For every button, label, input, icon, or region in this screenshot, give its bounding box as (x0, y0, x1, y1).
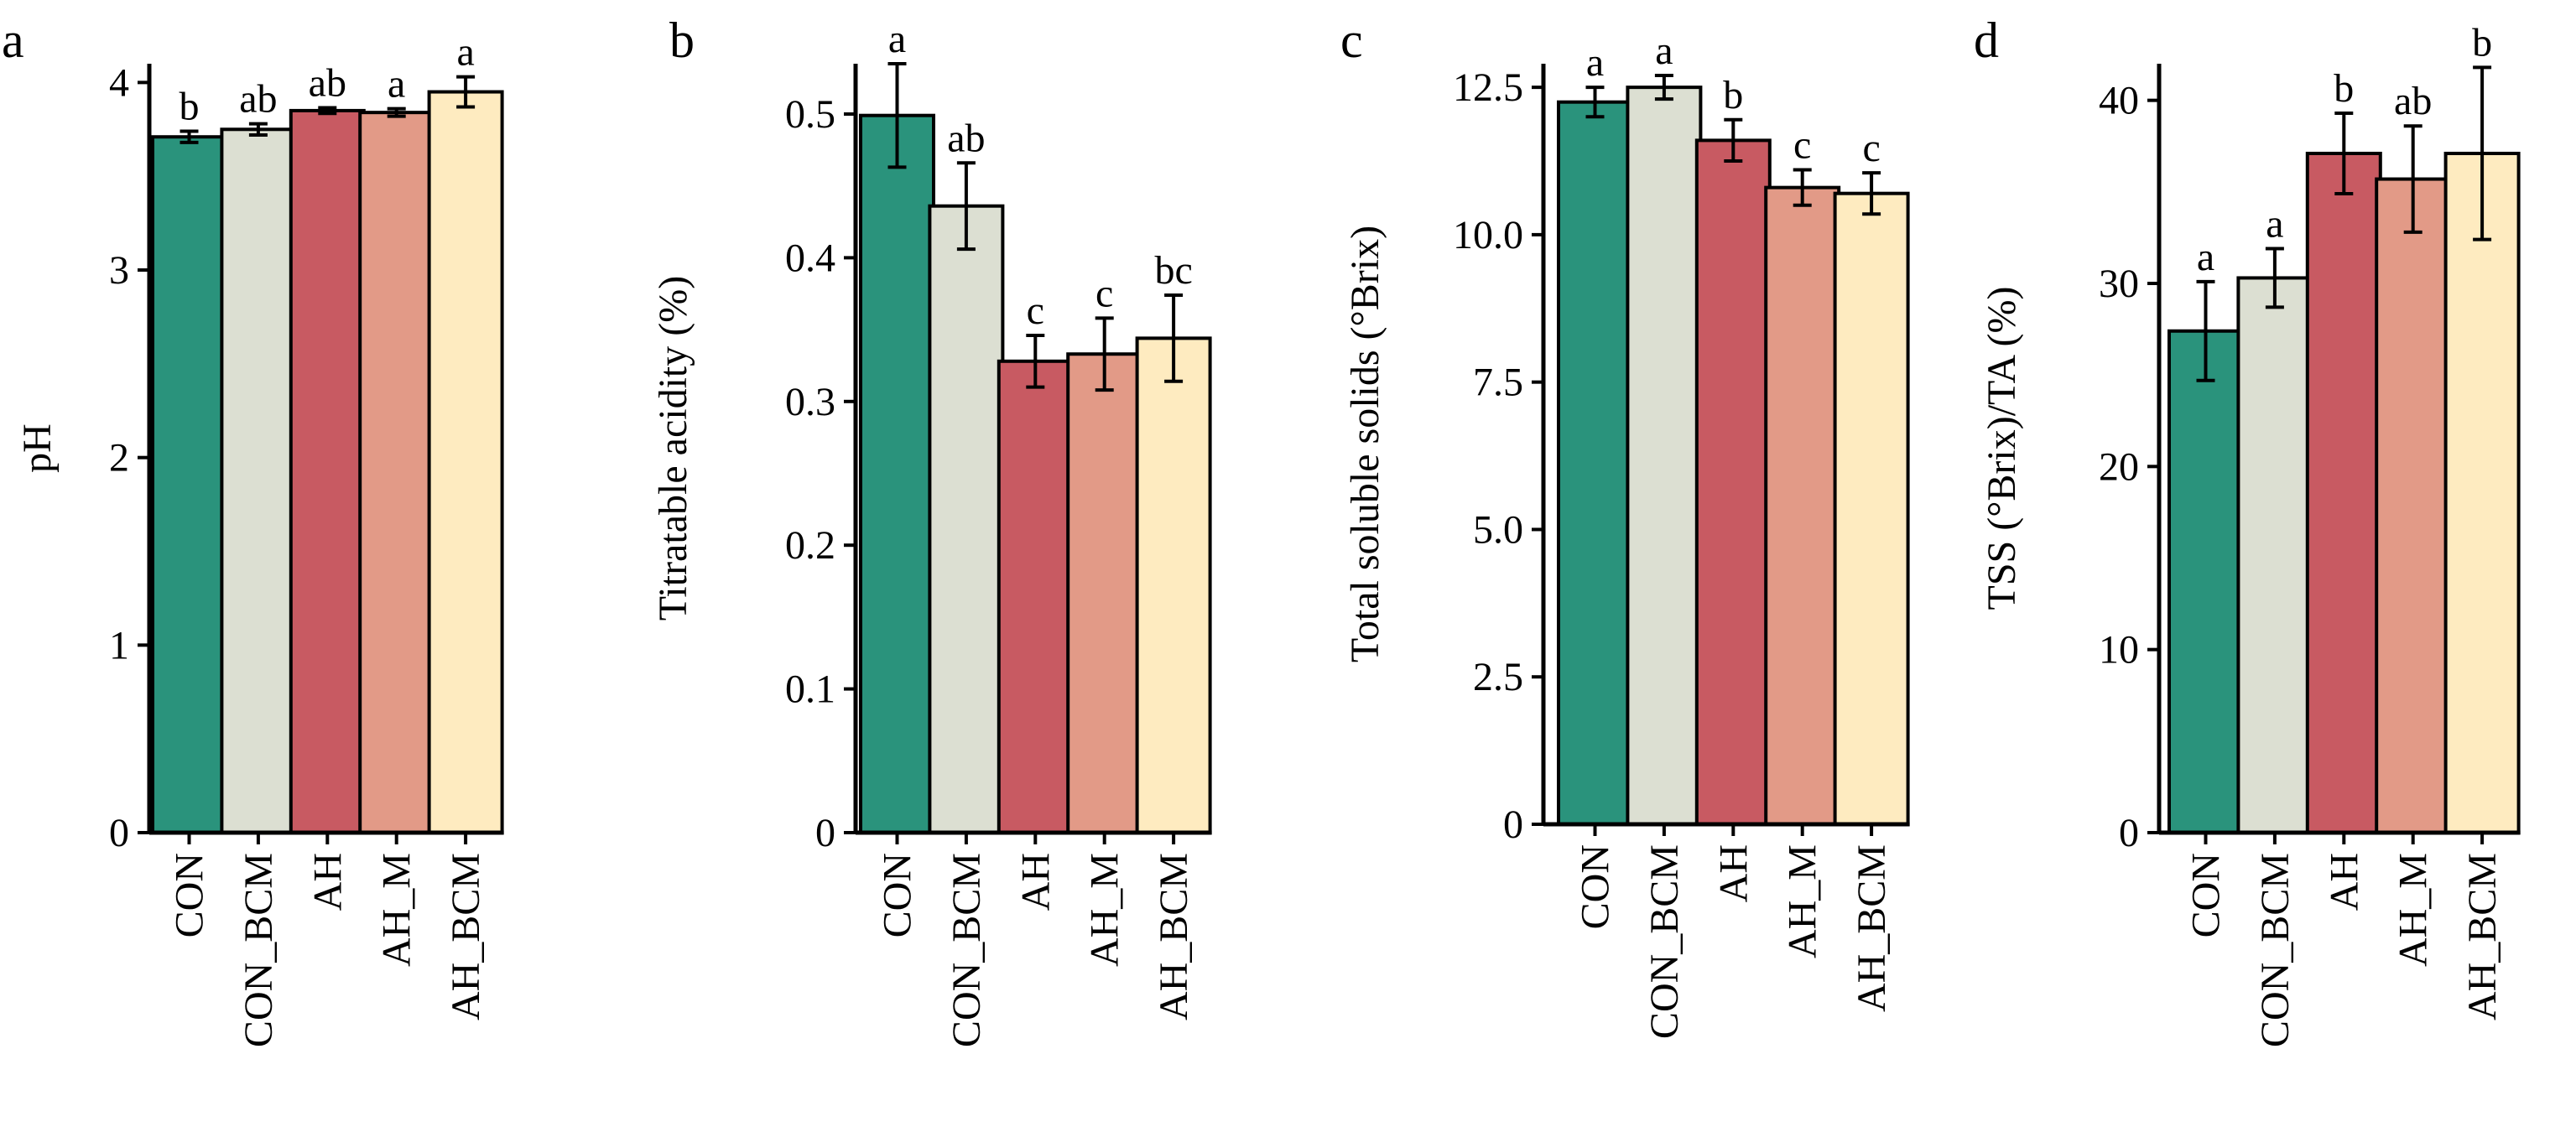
category-label: AH_BCM (1152, 853, 1196, 1020)
y-tick-label: 0 (109, 811, 129, 855)
category-label: AH_BCM (444, 853, 488, 1020)
y-tick-label: 0 (2119, 811, 2139, 855)
y-tick-label: 10 (2099, 628, 2139, 672)
panel-letter: c (1340, 13, 1363, 68)
significance-label: bc (1154, 248, 1192, 293)
category-label: AH (1711, 844, 1756, 902)
category-label: AH (305, 853, 350, 911)
bar-ah-bcm (1135, 336, 1212, 834)
y-tick-label: 5.0 (1473, 507, 1523, 552)
significance-label: ab (309, 61, 346, 106)
y-axis-title: Total soluble solids (°Brix) (1343, 226, 1387, 662)
significance-label: b (1723, 73, 1743, 117)
panel-letter: b (669, 13, 695, 68)
significance-label: a (888, 17, 906, 61)
y-tick-label: 2.5 (1473, 655, 1523, 699)
y-axis-title: TSS (°Brix)/TA (%) (1980, 287, 2024, 610)
y-tick-label: 0.1 (785, 667, 835, 712)
significance-label: a (1655, 29, 1673, 73)
significance-label: a (2266, 202, 2283, 247)
panel-a: a 0 1 2 3 4 pH b CON ab CON_BCM ab AH a AH_M a AH_BCM (2, 13, 504, 1047)
bar-con (2167, 329, 2244, 834)
bar-ah-m (2375, 177, 2452, 835)
panel-d: d 0 10 20 30 40 TSS (°Brix)/TA (%) a CON a CON_BCM… (1974, 13, 2521, 1047)
y-tick-label: 12.5 (1453, 65, 1523, 110)
y-tick-label: 0.5 (785, 92, 835, 137)
category-label: CON_BCM (237, 853, 281, 1047)
y-tick-label: 1 (109, 623, 129, 667)
bar-ah-m (1764, 185, 1841, 826)
bar-con (1557, 100, 1633, 827)
significance-label: a (456, 30, 474, 75)
significance-label: a (2197, 235, 2214, 279)
y-tick-label: 2 (109, 436, 129, 480)
bar-con-bcm (1626, 86, 1703, 827)
panel-b: b 0 0.1 0.2 0.3 0.4 0.5 Titratable acidity (%) a… (651, 13, 1212, 1047)
category-label: AH_M (1781, 844, 1825, 958)
bar-ah-bcm (2443, 151, 2521, 834)
category-label: CON_BCM (945, 853, 989, 1047)
category-label: AH_M (375, 853, 419, 967)
significance-label: c (1027, 288, 1044, 333)
y-tick-label: 3 (109, 248, 129, 293)
category-label: AH_M (1083, 853, 1127, 967)
category-label: CON (1574, 844, 1618, 929)
y-axis-title: pH (15, 423, 60, 473)
category-label: AH_M (2391, 853, 2436, 967)
significance-label: c (1095, 271, 1113, 315)
category-label: CON (2184, 853, 2229, 937)
significance-label: b (2334, 66, 2354, 111)
y-tick-label: 0.4 (785, 236, 835, 280)
bar-ah (2305, 151, 2382, 834)
category-label: CON_BCM (2253, 853, 2298, 1047)
y-axis-title: Titratable acidity (%) (651, 276, 695, 621)
category-label: CON (876, 853, 920, 937)
bar-ah-m (1066, 352, 1143, 835)
bar-con-bcm (2236, 276, 2313, 834)
y-tick-label: 7.5 (1473, 361, 1523, 405)
bar-con-bcm (928, 204, 1005, 834)
panel-letter: d (1974, 13, 1999, 68)
significance-label: b (2472, 20, 2492, 65)
bar-ah (289, 108, 366, 835)
category-label: AH_BCM (2460, 853, 2505, 1020)
y-tick-label: 20 (2099, 444, 2139, 489)
significance-label: ab (2394, 79, 2432, 123)
significance-label: c (1862, 126, 1880, 170)
y-tick-label: 40 (2099, 79, 2139, 123)
panel-c: c 0 2.5 5.0 7.5 10.0 12.5 Total soluble solids … (1340, 13, 1910, 1039)
y-tick-label: 0 (815, 811, 835, 855)
category-label: CON (168, 853, 212, 937)
significance-label: ab (947, 116, 985, 160)
bar-con-bcm (220, 127, 297, 834)
bar-ah-bcm (1833, 191, 1910, 826)
y-tick-label: 4 (109, 60, 129, 105)
y-tick-label: 30 (2099, 262, 2139, 306)
significance-label: c (1793, 123, 1811, 168)
significance-label: a (1586, 40, 1604, 85)
y-tick-label: 0.2 (785, 523, 835, 568)
category-label: AH (1013, 853, 1058, 911)
significance-label: b (180, 85, 200, 129)
bar-ah (1694, 138, 1772, 827)
y-tick-label: 0 (1503, 802, 1523, 847)
bar-con (151, 135, 227, 835)
category-label: AH_BCM (1850, 844, 1894, 1012)
y-tick-label: 0.3 (785, 380, 835, 424)
y-tick-label: 10.0 (1453, 213, 1523, 257)
bar-con (859, 113, 935, 835)
significance-label: ab (239, 77, 277, 122)
category-label: CON_BCM (1642, 844, 1687, 1039)
bar-ah-bcm (427, 90, 504, 835)
significance-label: a (388, 62, 405, 106)
panel-letter: a (2, 13, 24, 68)
bar-ah (997, 359, 1074, 834)
category-label: AH (2322, 853, 2366, 911)
bar-ah-m (358, 111, 435, 834)
